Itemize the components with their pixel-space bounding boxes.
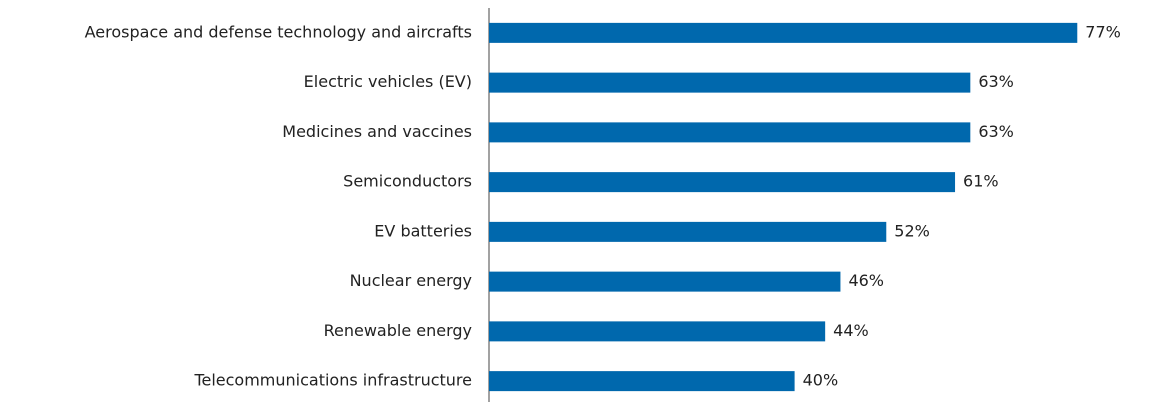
category-label: Nuclear energy [350, 271, 472, 290]
value-label: 63% [978, 122, 1014, 141]
bar [489, 22, 1078, 43]
value-label: 61% [963, 172, 999, 191]
value-label: 40% [803, 371, 839, 390]
category-label: Electric vehicles (EV) [304, 72, 472, 91]
category-label: Aerospace and defense technology and air… [85, 22, 472, 41]
value-label: 52% [894, 221, 930, 240]
category-label: Medicines and vaccines [282, 122, 472, 141]
bar [489, 371, 795, 392]
value-label: 63% [978, 72, 1014, 91]
category-label: EV batteries [374, 221, 472, 240]
bar [489, 271, 841, 292]
category-label: Renewable energy [324, 321, 472, 340]
bar [489, 122, 971, 143]
bar [489, 321, 826, 342]
bar [489, 221, 887, 242]
bar [489, 172, 956, 193]
value-label: 44% [833, 321, 869, 340]
category-label: Semiconductors [343, 172, 472, 191]
value-label: 77% [1085, 22, 1121, 41]
value-label: 46% [848, 271, 884, 290]
category-label: Telecommunications infrastructure [193, 371, 472, 390]
bar [489, 72, 971, 93]
